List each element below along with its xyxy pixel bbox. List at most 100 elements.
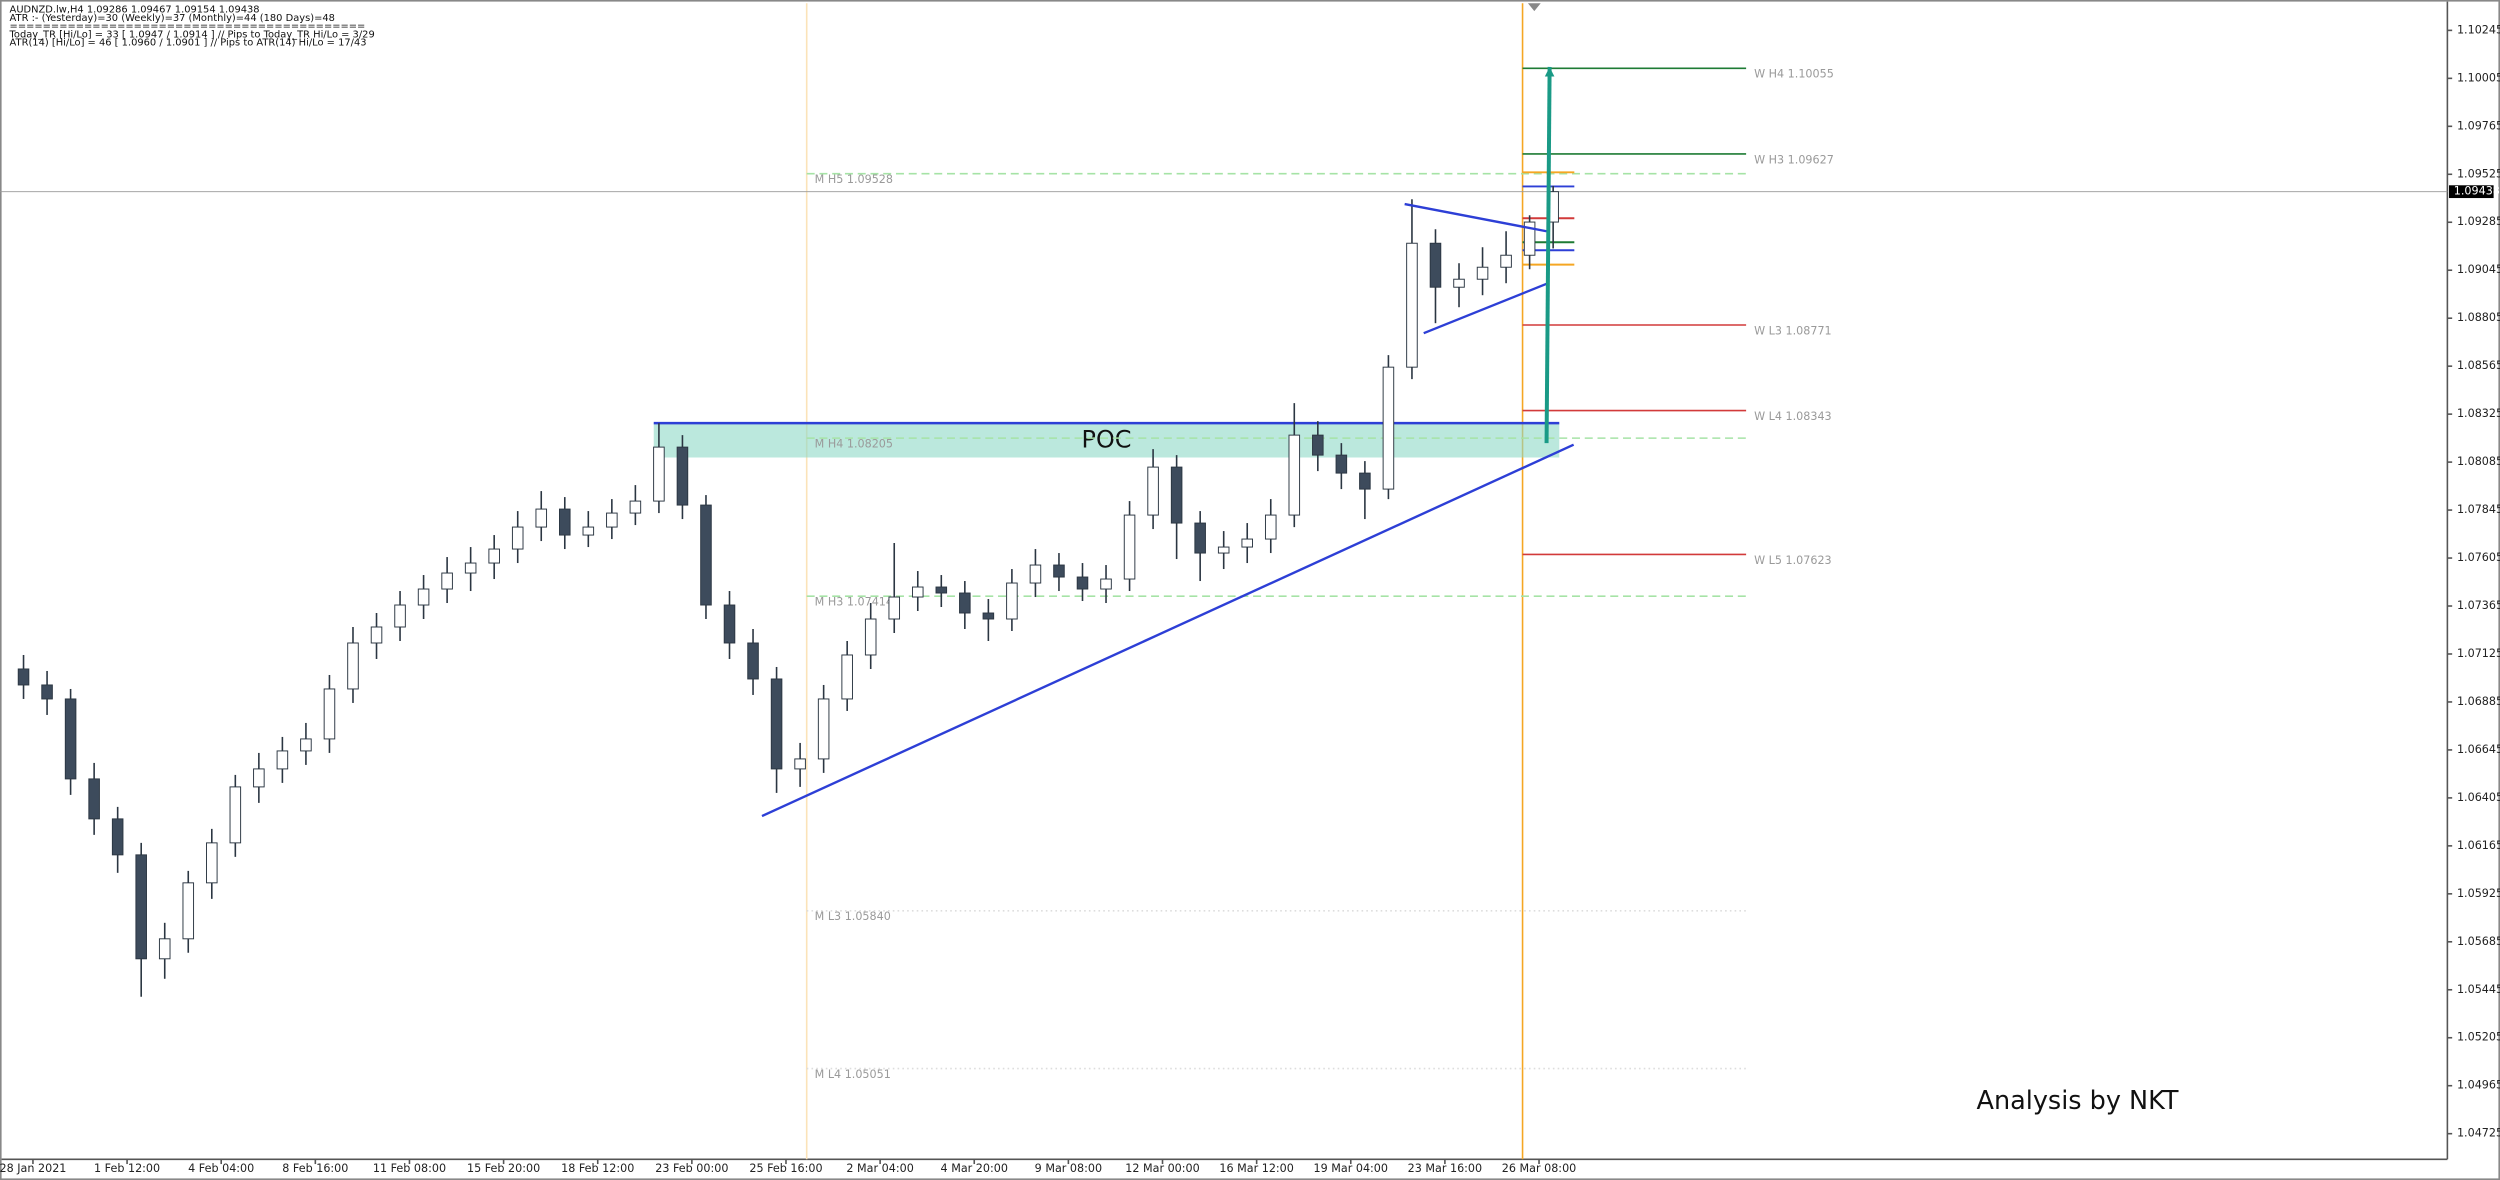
candle-body: [1429, 242, 1442, 288]
candle-body: [1288, 434, 1301, 516]
trend-line: [761, 443, 1575, 818]
shift-marker: [1527, 3, 1541, 12]
y-tick-label: 1.07845: [2457, 503, 2500, 516]
x-tick-label: 11 Feb 08:00: [373, 1162, 446, 1175]
level-label: M L3 1.05840: [815, 910, 891, 923]
candle-body: [1241, 538, 1253, 548]
candle-body: [1406, 242, 1418, 368]
candle-body: [841, 654, 853, 700]
candle-body: [817, 698, 830, 760]
candle-body: [1500, 254, 1512, 268]
y-tick-label: 1.04725: [2457, 1127, 2500, 1140]
candle-body: [464, 562, 477, 574]
candle-body: [723, 604, 736, 644]
header-line: AUDNZD.lw,H4 1.09286 1.09467 1.09154 1.0…: [10, 5, 260, 16]
candle-body: [959, 592, 971, 614]
candle-body: [417, 588, 430, 606]
y-tick-label: 1.08325: [2457, 407, 2500, 420]
candle-body: [1194, 522, 1206, 554]
level-label: W L3 1.08771: [1754, 324, 1832, 337]
x-tick-label: 16 Mar 12:00: [1219, 1162, 1293, 1175]
x-tick-label: 4 Feb 04:00: [188, 1162, 254, 1175]
level-label: M H5 1.09528: [815, 173, 893, 186]
candle-body: [1029, 564, 1042, 584]
candle-body: [747, 642, 759, 680]
y-tick-label: 1.06645: [2457, 743, 2500, 756]
x-tick-label: 18 Feb 12:00: [561, 1162, 634, 1175]
candle-body: [17, 668, 30, 686]
y-tick-label: 1.04965: [2457, 1079, 2500, 1092]
x-tick-label: 26 Mar 08:00: [1502, 1162, 1576, 1175]
candle-body: [1170, 466, 1183, 524]
y-tick-label: 1.09285: [2457, 215, 2500, 228]
candle-body: [229, 786, 242, 844]
trend-line: [1404, 202, 1547, 233]
candle-body: [794, 758, 806, 770]
bid-label: 1.09438: [2454, 185, 2500, 198]
x-tick-label: 4 Mar 20:00: [941, 1162, 1008, 1175]
candle-body: [653, 446, 665, 502]
level-label: W L4 1.08343: [1754, 410, 1832, 423]
level-label: M H3 1.07414: [815, 596, 893, 609]
x-tick-label: 2 Mar 04:00: [846, 1162, 913, 1175]
level-label: W H3 1.09627: [1754, 153, 1834, 166]
candle-body: [1382, 366, 1395, 490]
candle-body: [323, 688, 336, 740]
level-label: M H4 1.08205: [815, 437, 893, 450]
candle-body: [770, 678, 783, 770]
y-tick-label: 1.10245: [2457, 23, 2500, 36]
header-line: ========================================…: [10, 21, 366, 32]
y-tick-label: 1.05925: [2457, 887, 2500, 900]
candle-body: [911, 586, 924, 598]
x-tick-label: 15 Feb 20:00: [467, 1162, 540, 1175]
x-tick-label: 12 Mar 00:00: [1125, 1162, 1199, 1175]
header-line: ATR :- (Yesterday)=30 (Weekly)=37 (Month…: [10, 13, 335, 24]
candle-body: [535, 508, 548, 528]
arrow-head: [1544, 66, 1555, 77]
candle-body: [182, 882, 195, 940]
candle-body: [982, 612, 995, 620]
candle-body: [1523, 221, 1536, 256]
candle-body: [1359, 472, 1371, 490]
candle-body: [559, 508, 571, 536]
y-tick-label: 1.05445: [2457, 983, 2500, 996]
candle-body: [582, 526, 595, 536]
y-tick-label: 1.05685: [2457, 935, 2500, 948]
candle-body: [370, 626, 383, 644]
watermark: Analysis by NKT: [1977, 1086, 2179, 1116]
x-tick-label: 23 Feb 00:00: [655, 1162, 728, 1175]
candle-body: [1100, 578, 1112, 590]
candle-body: [864, 618, 877, 656]
candle-body: [676, 446, 689, 506]
candle-body: [1264, 514, 1277, 540]
candle-body: [1453, 278, 1465, 288]
candle-body: [276, 750, 289, 770]
candle-body: [253, 768, 265, 788]
x-tick-label: 28 Jan 2021: [0, 1162, 66, 1175]
candle-body: [64, 698, 77, 780]
candle-body: [135, 854, 147, 960]
x-tick-label: 1 Feb 12:00: [94, 1162, 160, 1175]
candle-body: [1147, 466, 1159, 516]
level-label: W H4 1.10055: [1754, 68, 1834, 81]
y-tick-label: 1.08565: [2457, 359, 2500, 372]
y-tick-label: 1.09525: [2457, 167, 2500, 180]
candle-body: [1476, 266, 1489, 280]
candle-body: [88, 778, 100, 820]
candle-body: [206, 842, 218, 884]
candle-body: [888, 596, 901, 620]
y-tick-label: 1.06165: [2457, 839, 2500, 852]
candle-body: [111, 818, 124, 856]
header: AUDNZD.lw,H4 1.09286 1.09467 1.09154 1.0…: [9, 5, 375, 49]
candle-body: [1335, 454, 1348, 474]
candle-body: [700, 504, 712, 606]
candle-body: [511, 526, 524, 550]
y-tick-label: 1.07605: [2457, 551, 2500, 564]
candle-body: [1217, 546, 1230, 554]
trend-line: [1423, 282, 1548, 335]
candle-body: [441, 572, 453, 590]
candle-body: [300, 738, 312, 752]
candle-body: [1123, 514, 1136, 580]
x-tick-label: 8 Feb 16:00: [282, 1162, 348, 1175]
